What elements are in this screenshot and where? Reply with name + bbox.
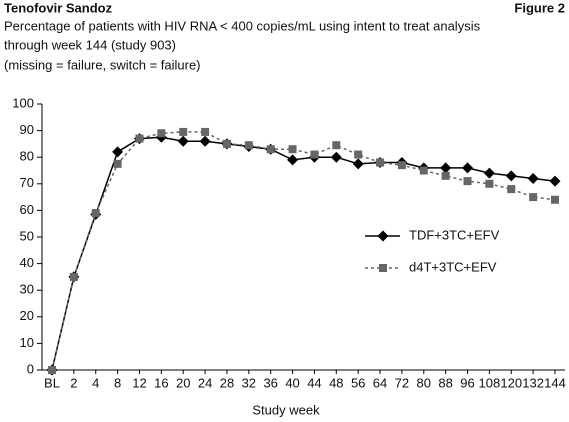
x-tick-label: 72 xyxy=(395,375,409,390)
data-point xyxy=(463,177,472,186)
data-point xyxy=(397,161,406,170)
legend-marker xyxy=(379,264,387,272)
x-tick-label: 24 xyxy=(198,375,212,390)
data-point xyxy=(244,141,253,150)
legend-label: TDF+3TC+EFV xyxy=(409,227,500,242)
data-point xyxy=(483,167,495,179)
figure-label: Figure 2 xyxy=(514,0,565,15)
data-point xyxy=(288,145,297,154)
data-point xyxy=(354,150,363,159)
data-point xyxy=(527,172,539,184)
legend-marker xyxy=(377,230,389,242)
data-point xyxy=(112,146,124,158)
x-tick-label: 56 xyxy=(351,375,365,390)
x-tick-label: 16 xyxy=(154,375,168,390)
y-tick-label: 20 xyxy=(20,308,34,323)
data-point xyxy=(419,166,428,175)
x-tick-label: 36 xyxy=(263,375,277,390)
x-tick-label: 144 xyxy=(544,375,566,390)
data-point xyxy=(199,135,211,147)
data-point xyxy=(69,272,78,281)
x-tick-label: 120 xyxy=(500,375,522,390)
data-point xyxy=(157,129,166,138)
y-tick-label: 100 xyxy=(12,95,34,110)
subtitle: through week 144 (study 903) xyxy=(4,37,176,52)
y-tick-label: 0 xyxy=(27,361,34,376)
data-point xyxy=(462,162,474,174)
header: Tenofovir Sandoz xyxy=(4,0,113,15)
data-point xyxy=(310,150,319,159)
data-point xyxy=(179,127,188,136)
subtitle: Percentage of patients with HIV RNA < 40… xyxy=(4,18,481,33)
x-tick-label: 132 xyxy=(522,375,544,390)
data-point xyxy=(48,366,56,374)
data-point xyxy=(266,145,275,154)
data-point xyxy=(505,170,517,182)
x-tick-label: 64 xyxy=(373,375,387,390)
x-tick-label: 96 xyxy=(460,375,474,390)
data-point xyxy=(485,179,494,188)
x-axis-label: Study week xyxy=(252,402,320,417)
data-point xyxy=(113,159,122,168)
data-point xyxy=(91,209,100,218)
data-point xyxy=(507,185,516,194)
x-tick-label: 20 xyxy=(176,375,190,390)
x-tick-label: 2 xyxy=(70,375,77,390)
series-line xyxy=(51,136,556,371)
y-tick-label: 80 xyxy=(20,149,34,164)
x-tick-label: 44 xyxy=(307,375,321,390)
x-tick-label: 40 xyxy=(285,375,299,390)
y-tick-label: 10 xyxy=(20,335,34,350)
data-point xyxy=(201,127,210,136)
x-tick-label: 32 xyxy=(242,375,256,390)
x-tick-label: 88 xyxy=(438,375,452,390)
x-tick-label: 80 xyxy=(417,375,431,390)
data-point xyxy=(177,135,189,147)
y-tick-label: 40 xyxy=(20,255,34,270)
y-tick-label: 50 xyxy=(20,228,34,243)
data-point xyxy=(332,141,341,150)
data-point xyxy=(135,134,144,143)
y-tick-label: 30 xyxy=(20,282,34,297)
data-point xyxy=(352,158,364,170)
data-point xyxy=(551,195,559,204)
data-point xyxy=(529,193,538,202)
data-point xyxy=(330,151,342,163)
x-tick-label: 8 xyxy=(114,375,121,390)
legend-label: d4T+3TC+EFV xyxy=(409,259,497,274)
x-tick-label: 12 xyxy=(132,375,146,390)
data-point xyxy=(222,139,231,148)
x-tick-label: 48 xyxy=(329,375,343,390)
y-tick-label: 70 xyxy=(20,175,34,190)
x-tick-label: 4 xyxy=(92,375,99,390)
data-point xyxy=(441,171,450,180)
data-point xyxy=(549,175,561,187)
x-tick-label: BL xyxy=(44,375,60,390)
subtitle: (missing = failure, switch = failure) xyxy=(4,57,201,72)
data-point xyxy=(287,154,299,166)
y-tick-label: 90 xyxy=(20,122,34,137)
y-tick-label: 60 xyxy=(20,202,34,217)
x-tick-label: 108 xyxy=(479,375,501,390)
data-point xyxy=(376,158,385,167)
x-tick-label: 28 xyxy=(220,375,234,390)
data-point xyxy=(440,162,452,174)
series-line xyxy=(51,131,556,371)
